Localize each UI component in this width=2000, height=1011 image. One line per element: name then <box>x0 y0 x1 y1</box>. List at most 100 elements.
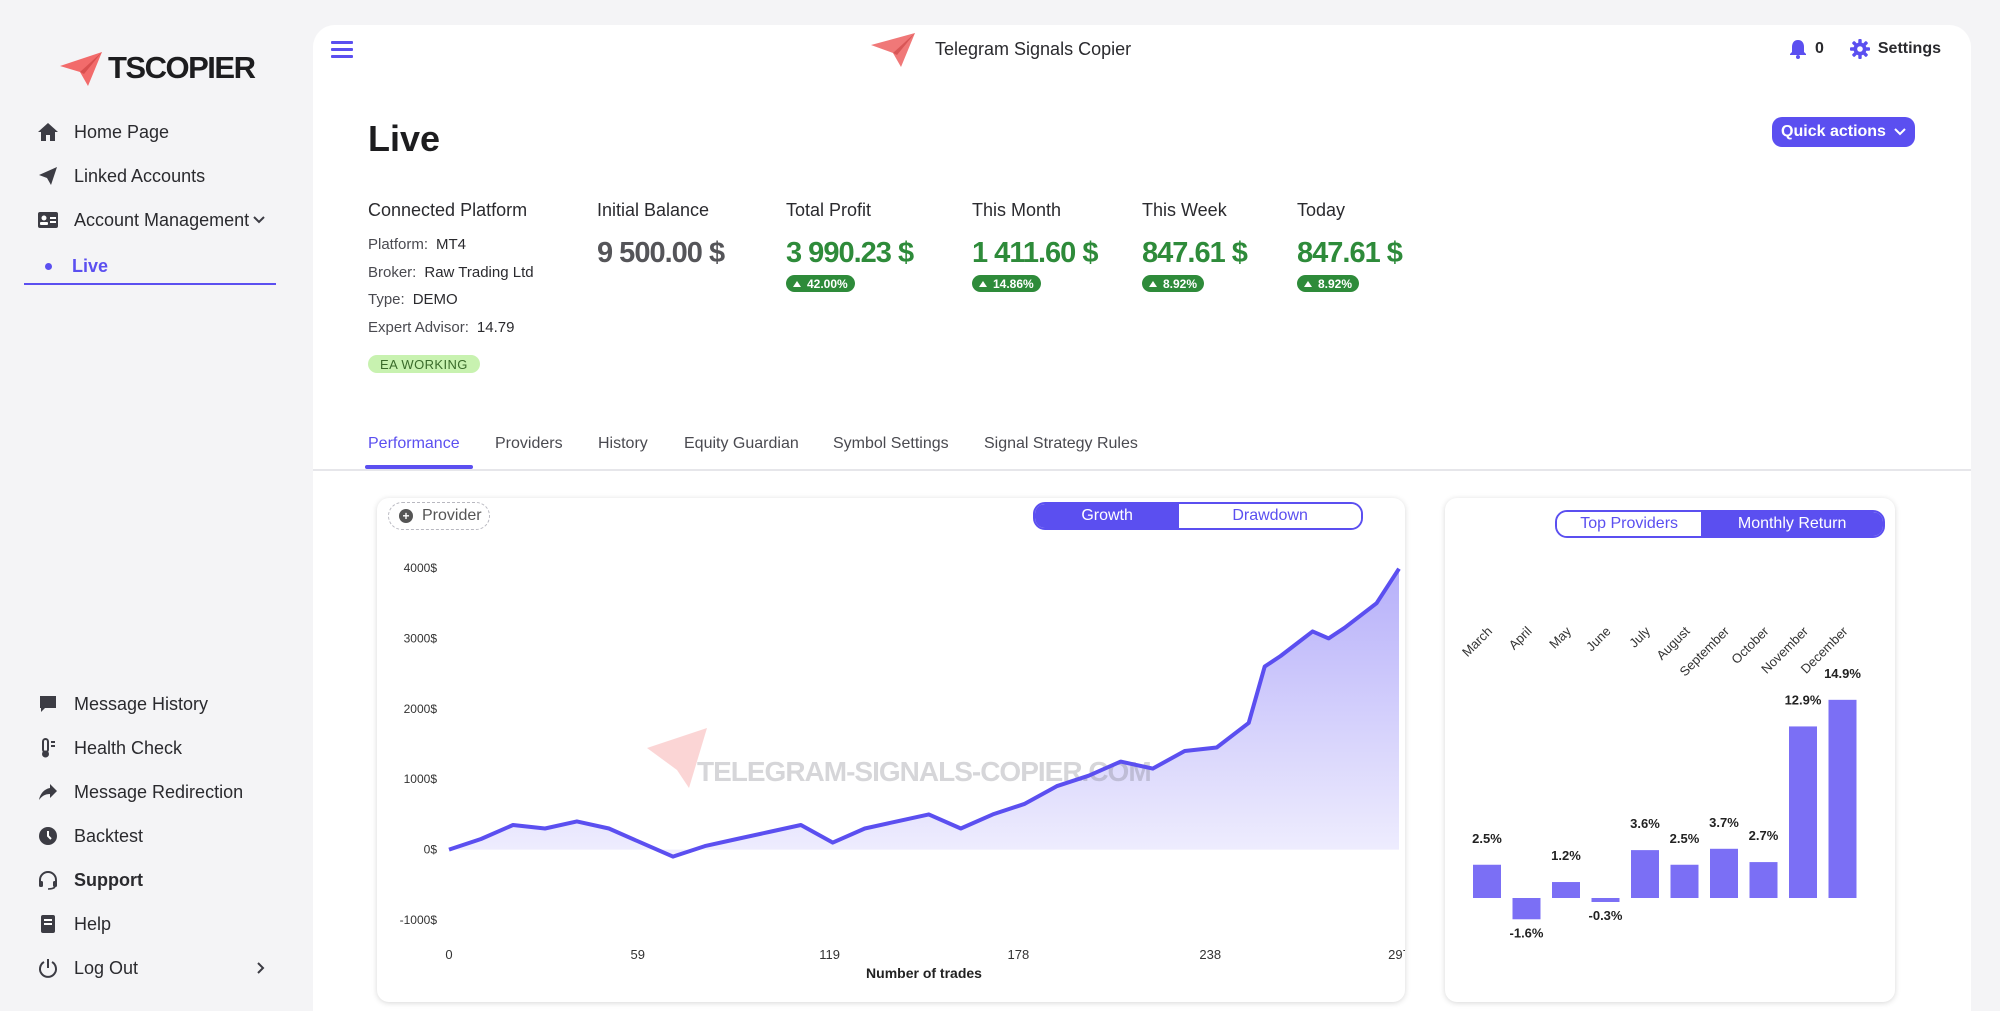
stat-initial-balance-label: Initial Balance <box>597 200 710 220</box>
stat-today-label: Today <box>1297 200 1346 220</box>
tab-symbol-settings[interactable]: Symbol Settings <box>833 435 949 452</box>
monthly-bar <box>1512 898 1541 920</box>
growth-toggle-button[interactable]: Growth <box>1035 504 1180 528</box>
growth-chart: 4000$ 3000$ 2000$ 1000$ 0$ -1000$ 0 59 119 178 238… <box>400 561 1405 978</box>
clock-icon <box>36 824 60 848</box>
bar-value-label: 2.7% <box>1749 828 1779 843</box>
month-label: April <box>1506 623 1535 652</box>
platform-value: MT4 <box>436 236 467 253</box>
month-label: July <box>1626 623 1653 650</box>
monthly-bar <box>1749 862 1778 898</box>
gear-icon <box>1849 39 1870 59</box>
providers-monthly-toggle: Top Providers Monthly Return <box>1555 510 1885 538</box>
pct-text: 8.92% <box>1318 276 1353 291</box>
tab-history[interactable]: History <box>598 435 648 452</box>
stat-today-value: 847.61 $ <box>1297 237 1403 269</box>
paper-plane-logo-icon <box>871 33 915 67</box>
watermark-logo-icon <box>647 728 707 788</box>
sidebar-item-label: Message History <box>74 693 209 714</box>
connected-platform-heading: Connected Platform <box>368 200 528 220</box>
monthly-return-toggle-button[interactable]: Monthly Return <box>1701 512 1883 536</box>
x-tick-label: 59 <box>630 947 644 962</box>
expert-advisor-key: Expert Advisor: <box>368 319 469 336</box>
stat-total-profit-label: Total Profit <box>786 200 872 220</box>
growth-area <box>449 568 1399 857</box>
sidebar-item-message-redirection[interactable]: Message Redirection <box>36 777 243 807</box>
y-tick-label: -1000$ <box>400 913 438 927</box>
y-tick-label: 4000$ <box>404 561 438 575</box>
growth-chart-card: + Provider Growth Drawdown 4000$ 3000$ 200… <box>377 498 1405 1002</box>
power-icon <box>36 956 60 980</box>
stat-this-week-pct: 8.92% <box>1142 275 1205 292</box>
sidebar: TSCOPIER Home Page Linked Accounts Accou… <box>0 0 312 1011</box>
sidebar-item-health-check[interactable]: Health Check <box>36 733 182 763</box>
menu-icon[interactable] <box>331 41 353 59</box>
sidebar-item-linked-accounts[interactable]: Linked Accounts <box>36 161 205 191</box>
active-tab-indicator <box>365 465 473 469</box>
tab-performance[interactable]: Performance <box>368 435 460 452</box>
settings-button[interactable]: Settings <box>1849 39 1941 59</box>
logo[interactable]: TSCOPIER <box>58 46 256 90</box>
top-providers-toggle-button[interactable]: Top Providers <box>1557 512 1702 536</box>
growth-drawdown-toggle: Growth Drawdown <box>1033 502 1363 530</box>
stat-this-month-pct: 14.86% <box>972 275 1041 292</box>
chevron-right-icon[interactable] <box>256 961 266 975</box>
sidebar-item-home[interactable]: Home Page <box>36 117 169 147</box>
stat-this-month-label: This Month <box>972 200 1062 220</box>
x-tick-label: 238 <box>1199 947 1221 962</box>
sidebar-item-message-history[interactable]: Message History <box>36 689 208 719</box>
notifications-button[interactable]: 0 <box>1789 39 1824 59</box>
platform-row: Platform: MT4 <box>368 236 466 253</box>
sidebar-item-label: Health Check <box>74 737 183 758</box>
chat-icon <box>36 692 60 716</box>
sidebar-item-label: Support <box>74 869 143 890</box>
arrow-up-icon <box>1304 280 1312 287</box>
monthly-bar <box>1591 898 1620 902</box>
tab-signal-strategy-rules[interactable]: Signal Strategy Rules <box>984 435 1138 452</box>
sidebar-item-help[interactable]: Help <box>36 909 111 939</box>
bar-value-label: -0.3% <box>1589 908 1623 923</box>
type-key: Type: <box>368 291 405 308</box>
sidebar-item-backtest[interactable]: Backtest <box>36 821 143 851</box>
arrow-up-icon <box>793 280 801 287</box>
broker-row: Broker: Raw Trading Ltd <box>368 264 534 281</box>
arrow-up-icon <box>979 280 987 287</box>
provider-label: Provider <box>422 507 482 524</box>
add-provider-button[interactable]: + Provider <box>388 502 490 530</box>
sidebar-item-log-out[interactable]: Log Out <box>36 953 266 983</box>
pct-text: 8.92% <box>1163 276 1198 291</box>
bell-icon <box>1789 40 1806 59</box>
broker-value: Raw Trading Ltd <box>424 264 534 281</box>
sidebar-item-label: Home Page <box>74 121 170 142</box>
app-header-title: Telegram Signals Copier <box>869 29 1131 69</box>
expert-advisor-row: Expert Advisor: 14.79 <box>368 319 514 336</box>
month-label: March <box>1459 624 1495 660</box>
home-icon <box>36 120 60 144</box>
arrow-up-icon <box>1149 280 1157 287</box>
plus-icon: + <box>399 509 413 523</box>
pct-text: 14.86% <box>993 276 1034 291</box>
bar-value-label: 2.5% <box>1472 831 1502 846</box>
sidebar-item-label: Message Redirection <box>74 781 244 802</box>
tab-providers[interactable]: Providers <box>495 435 563 452</box>
notifications-count: 0 <box>1814 40 1824 57</box>
share-arrow-icon <box>36 780 60 804</box>
type-row: Type: DEMO <box>368 291 458 308</box>
bar-value-label: 3.7% <box>1709 815 1739 830</box>
chevron-down-icon[interactable] <box>252 215 266 225</box>
sidebar-item-label: Live <box>72 255 109 276</box>
quick-actions-button[interactable]: Quick actions <box>1772 117 1915 147</box>
bar-value-label: -1.6% <box>1510 925 1544 940</box>
bar-value-label: 2.5% <box>1670 831 1700 846</box>
sidebar-item-account-management[interactable]: Account Management <box>36 205 266 235</box>
x-tick-label: 297 <box>1388 947 1405 962</box>
active-dot-icon <box>45 262 52 270</box>
sidebar-item-live[interactable]: Live <box>24 249 276 285</box>
tab-equity-guardian[interactable]: Equity Guardian <box>684 435 799 452</box>
monthly-bar <box>1828 699 1857 898</box>
bar-value-label: 12.9% <box>1785 692 1822 707</box>
sidebar-item-support[interactable]: Support <box>36 865 143 895</box>
paper-plane-logo-icon <box>60 52 102 86</box>
drawdown-toggle-button[interactable]: Drawdown <box>1179 504 1361 528</box>
y-tick-label: 3000$ <box>404 631 438 645</box>
